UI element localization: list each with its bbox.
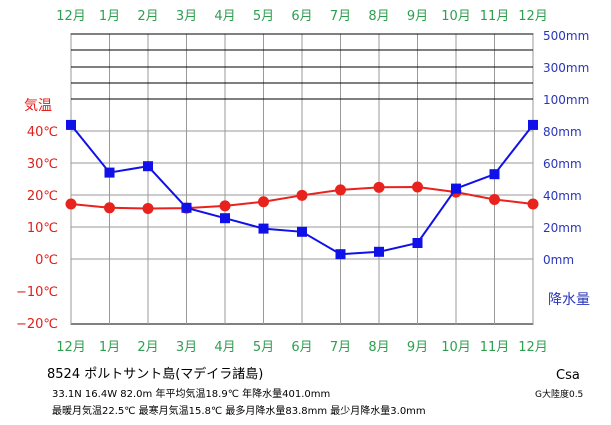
precipitation-tick-label: 60mm — [543, 157, 582, 171]
temperature-point — [373, 181, 385, 193]
month-label-top: 6月 — [291, 9, 312, 24]
month-label-top: 8月 — [368, 9, 389, 24]
temperature-point — [335, 184, 346, 196]
temperature-tick-label: 30℃ — [27, 157, 58, 172]
precipitation-point — [181, 202, 192, 213]
month-label-bottom: 8月 — [368, 340, 389, 355]
month-label-bottom: 12月 — [56, 340, 86, 355]
precipitation-point — [143, 161, 153, 172]
precipitation-point — [528, 119, 538, 130]
climate-classification: Csa — [556, 368, 580, 383]
month-label-top: 10月 — [441, 9, 471, 24]
grid-lines — [70, 33, 534, 324]
precipitation-series — [66, 119, 538, 260]
station-stats-line-1: 33.1N 16.4W 82.0m 年平均気温18.9℃ 年降水量401.0mm — [52, 389, 331, 400]
precipitation-tick-label: 300mm — [543, 61, 589, 75]
month-label-bottom: 11月 — [480, 340, 510, 355]
temperature-point — [142, 202, 154, 214]
temperature-tick-label: 40℃ — [27, 125, 58, 140]
month-label-top: 4月 — [214, 9, 235, 24]
temperature-point — [489, 193, 500, 205]
top-month-labels: 12月 1月 2月 3月 4月 5月 6月 7月 8月 9月 10月 11月 12月 — [56, 9, 548, 24]
temperature-point — [65, 198, 77, 210]
precipitation-point — [335, 249, 346, 260]
month-label-top: 12月 — [518, 9, 548, 24]
bottom-month-labels: 12月 1月 2月 3月 4月 5月 6月 7月 8月 9月 10月 11月 12月 — [56, 340, 548, 355]
temperature-tick-label: 10℃ — [27, 221, 58, 236]
temperature-tick-label: −20℃ — [16, 317, 58, 332]
month-label-top: 1月 — [99, 9, 120, 24]
precipitation-tick-label: 40mm — [543, 189, 582, 203]
precipitation-point — [104, 167, 115, 178]
month-label-bottom: 6月 — [291, 340, 312, 355]
month-label-top: 2月 — [137, 9, 158, 24]
month-label-bottom: 1月 — [99, 340, 120, 355]
temperature-point — [296, 189, 308, 201]
precipitation-tick-label: 80mm — [543, 125, 582, 139]
temperature-point — [219, 200, 231, 212]
temperature-point — [527, 198, 539, 210]
precipitation-point — [258, 223, 269, 234]
month-label-bottom: 3月 — [176, 340, 197, 355]
temperature-axis-label: 気温 — [24, 98, 52, 114]
precipitation-axis-label: 降水量 — [548, 292, 590, 308]
precipitation-point — [412, 238, 423, 248]
precipitation-tick-labels: 500mm 300mm 100mm 80mm 60mm 40mm 20mm 0mm — [543, 29, 589, 267]
temperature-point — [104, 202, 115, 214]
continentality-index: G大陸度0.5 — [535, 390, 584, 400]
station-stats-line-2: 最暖月気温22.5℃ 最寒月気温15.8℃ 最多月降水量83.8mm 最少月降水… — [52, 406, 426, 417]
month-label-bottom: 5月 — [253, 340, 274, 355]
month-label-bottom: 9月 — [407, 340, 428, 355]
month-label-bottom: 2月 — [137, 340, 158, 355]
precipitation-point — [297, 226, 307, 237]
precipitation-point — [66, 119, 76, 130]
precipitation-tick-label: 0mm — [543, 253, 574, 267]
precipitation-tick-label: 500mm — [543, 29, 589, 43]
precipitation-point — [489, 169, 500, 180]
month-label-bottom: 4月 — [214, 340, 235, 355]
temperature-point — [412, 181, 423, 193]
temperature-tick-label: 0℃ — [35, 253, 58, 268]
temperature-point — [258, 196, 269, 208]
precipitation-tick-label: 100mm — [543, 93, 589, 107]
temperature-tick-labels: 40℃ 30℃ 20℃ 10℃ 0℃ −10℃ −20℃ — [16, 125, 58, 332]
precipitation-point — [220, 213, 230, 224]
precipitation-point — [374, 246, 384, 257]
month-label-top: 11月 — [480, 9, 510, 24]
month-label-top: 9月 — [407, 9, 428, 24]
month-label-bottom: 12月 — [518, 340, 548, 355]
precipitation-point — [451, 183, 461, 194]
station-name: 8524 ポルトサント島(マデイラ諸島) — [47, 367, 264, 382]
month-label-bottom: 7月 — [330, 340, 351, 355]
month-label-top: 3月 — [176, 9, 197, 24]
temperature-tick-label: 20℃ — [27, 189, 58, 204]
month-label-top: 5月 — [253, 9, 274, 24]
climate-chart: 12月 1月 2月 3月 4月 5月 6月 7月 8月 9月 10月 11月 12月 12月 1月 2月 3月… — [16, 9, 590, 355]
month-label-top: 12月 — [56, 9, 86, 24]
month-label-bottom: 10月 — [441, 340, 471, 355]
precipitation-tick-label: 20mm — [543, 221, 582, 235]
temperature-tick-label: −10℃ — [16, 285, 58, 300]
month-label-top: 7月 — [330, 9, 351, 24]
